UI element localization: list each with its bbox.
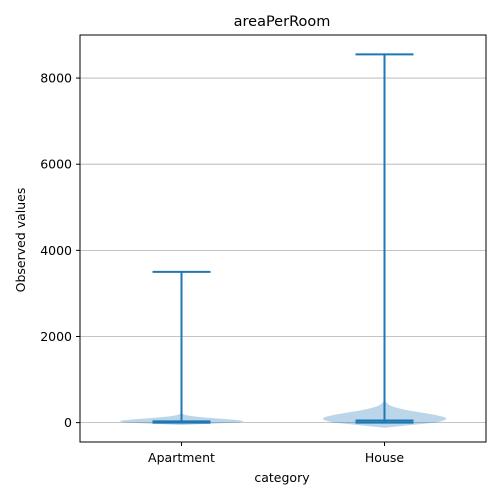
y-tick-label: 4000 xyxy=(40,243,72,258)
y-tick-label: 8000 xyxy=(40,71,72,86)
x-axis: Apartment House xyxy=(148,442,404,465)
x-tick-label: Apartment xyxy=(148,450,215,465)
x-tick-label: House xyxy=(365,450,404,465)
chart-title: areaPerRoom xyxy=(234,14,331,30)
y-axis-label: Observed values xyxy=(13,188,28,293)
y-axis: 0 2000 4000 6000 8000 xyxy=(40,71,80,431)
y-tick-label: 0 xyxy=(64,415,72,430)
y-tick-label: 2000 xyxy=(40,329,72,344)
plot-frame xyxy=(80,35,486,442)
grid-lines xyxy=(80,78,486,423)
violin-series xyxy=(120,54,446,427)
x-axis-label: category xyxy=(254,470,310,485)
y-tick-label: 6000 xyxy=(40,157,72,172)
